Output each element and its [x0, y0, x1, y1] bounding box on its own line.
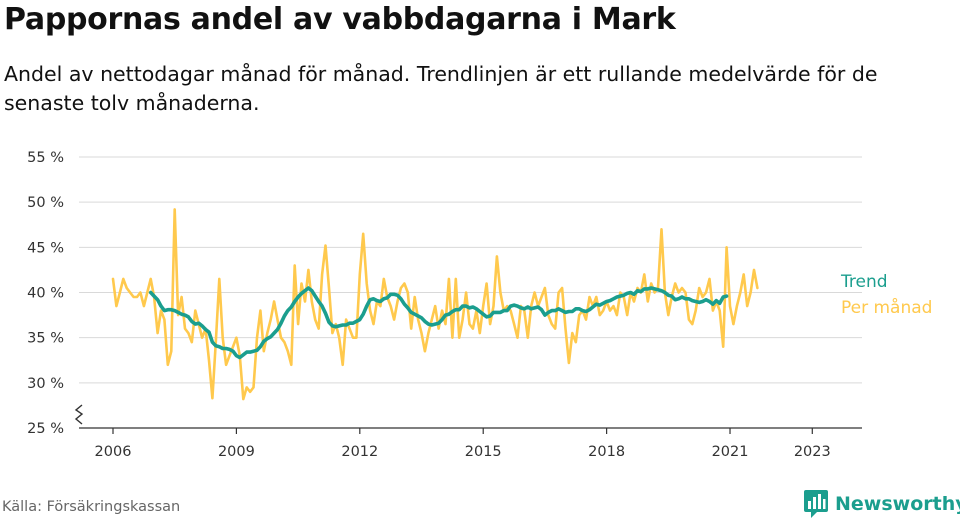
y-tick-label: 55 %	[27, 150, 64, 166]
y-tick-label: 25 %	[27, 421, 64, 437]
x-tick-label: 2009	[218, 444, 255, 460]
newsworthy-logo-icon	[804, 490, 828, 518]
x-axis-ticks: 2006 2009 2012 2015 2018 2021 2023	[95, 428, 831, 460]
x-tick-label: 2023	[794, 444, 831, 460]
series-line-per-manad	[111, 208, 759, 401]
y-axis-ticks: 25 % 30 % 35 % 40 % 45 % 50 % 55 %	[27, 150, 64, 437]
gridlines	[79, 156, 862, 384]
brand-logo: Newsworthy	[803, 487, 960, 521]
y-tick-label: 30 %	[27, 376, 64, 392]
y-tick-label: 45 %	[27, 240, 64, 256]
x-tick-label: 2015	[465, 444, 502, 460]
series-label-per-manad: Per månad	[841, 297, 932, 318]
x-tick-label: 2006	[95, 444, 132, 460]
source-note: Källa: Försäkringskassan	[2, 499, 181, 515]
brand-name: Newsworthy	[835, 493, 960, 515]
x-tick-label: 2021	[712, 444, 749, 460]
y-tick-label: 35 %	[27, 331, 64, 347]
series-label-trend: Trend	[840, 272, 888, 292]
series-line-trend	[148, 286, 729, 360]
y-tick-label: 40 %	[27, 286, 64, 302]
x-tick-label: 2018	[588, 444, 625, 460]
chart-subtitle: Andel av nettodagar månad för månad. Tre…	[4, 62, 878, 115]
x-tick-label: 2012	[341, 444, 378, 460]
chart-title: Pappornas andel av vabbdagarna i Mark	[4, 2, 676, 37]
y-tick-label: 50 %	[27, 195, 64, 211]
y-axis-break-marker	[74, 404, 84, 425]
